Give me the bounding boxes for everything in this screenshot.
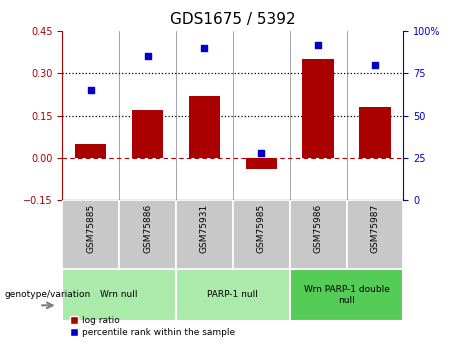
Text: genotype/variation: genotype/variation (5, 290, 91, 299)
Text: Wrn null: Wrn null (100, 290, 138, 299)
Bar (189, 96, 220, 158)
Bar (132, 110, 163, 158)
Bar (246, 158, 277, 169)
Text: GSM75886: GSM75886 (143, 204, 152, 253)
Title: GDS1675 / 5392: GDS1675 / 5392 (170, 12, 296, 27)
Bar (302, 59, 334, 158)
Point (87, 87, 95, 93)
Text: GSM75985: GSM75985 (257, 204, 266, 253)
Bar (347, 200, 403, 269)
Point (314, 42, 322, 47)
Text: GSM75987: GSM75987 (371, 204, 379, 253)
Legend: log ratio, percentile rank within the sample: log ratio, percentile rank within the sa… (67, 313, 239, 341)
Text: GSM75931: GSM75931 (200, 204, 209, 253)
Bar (62, 200, 119, 269)
Bar (176, 269, 290, 321)
Bar (75, 144, 106, 158)
Point (258, 150, 265, 156)
Bar (119, 200, 176, 269)
Point (144, 54, 151, 59)
Point (201, 45, 208, 51)
Text: GSM75986: GSM75986 (313, 204, 323, 253)
Bar (290, 269, 403, 321)
Bar (359, 107, 390, 158)
Text: GSM75885: GSM75885 (86, 204, 95, 253)
Text: Wrn PARP-1 double
null: Wrn PARP-1 double null (304, 285, 390, 305)
Point (371, 62, 378, 68)
Bar (62, 269, 176, 321)
Bar (233, 200, 290, 269)
Bar (176, 200, 233, 269)
Bar (290, 200, 347, 269)
Text: PARP-1 null: PARP-1 null (207, 290, 258, 299)
